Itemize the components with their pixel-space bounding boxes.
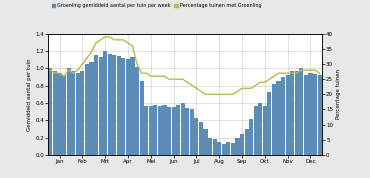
- Bar: [172, 107, 176, 155]
- Bar: [249, 119, 253, 155]
- Bar: [131, 57, 135, 155]
- Bar: [276, 81, 280, 155]
- Bar: [144, 106, 148, 155]
- Bar: [112, 55, 116, 155]
- Bar: [181, 103, 185, 155]
- Bar: [263, 106, 267, 155]
- Bar: [76, 73, 80, 155]
- Bar: [103, 51, 107, 155]
- Bar: [71, 71, 75, 155]
- Bar: [153, 105, 157, 155]
- Bar: [108, 54, 112, 155]
- Y-axis label: Percentage tuinen: Percentage tuinen: [336, 69, 341, 119]
- Bar: [48, 68, 53, 155]
- Bar: [85, 64, 89, 155]
- Bar: [67, 68, 71, 155]
- Bar: [204, 129, 208, 155]
- Bar: [299, 68, 303, 155]
- Bar: [235, 138, 239, 155]
- Bar: [317, 75, 322, 155]
- Bar: [226, 142, 231, 155]
- Bar: [208, 138, 212, 155]
- Bar: [117, 56, 121, 155]
- Bar: [272, 84, 276, 155]
- Bar: [98, 57, 102, 155]
- Bar: [281, 77, 285, 155]
- Bar: [217, 142, 221, 155]
- Bar: [304, 75, 308, 155]
- Bar: [167, 107, 171, 155]
- Bar: [309, 73, 313, 155]
- Bar: [176, 105, 180, 155]
- Bar: [258, 103, 262, 155]
- Bar: [190, 109, 194, 155]
- Bar: [231, 143, 235, 155]
- Legend: Groenling gemiddeld aantal per tuin per week, Percentage tuinen met Groenling: Groenling gemiddeld aantal per tuin per …: [51, 2, 262, 9]
- Bar: [286, 75, 290, 155]
- Bar: [80, 71, 84, 155]
- Y-axis label: Gemiddeld aantal per tuin: Gemiddeld aantal per tuin: [27, 58, 33, 131]
- Bar: [313, 74, 317, 155]
- Bar: [240, 134, 244, 155]
- Bar: [290, 71, 294, 155]
- Bar: [149, 106, 153, 155]
- Bar: [158, 106, 162, 155]
- Bar: [57, 73, 61, 155]
- Bar: [135, 67, 139, 155]
- Bar: [126, 59, 130, 155]
- Bar: [213, 139, 217, 155]
- Bar: [194, 118, 198, 155]
- Bar: [199, 122, 203, 155]
- Bar: [222, 144, 226, 155]
- Bar: [268, 92, 272, 155]
- Bar: [62, 75, 66, 155]
- Bar: [245, 129, 249, 155]
- Bar: [90, 62, 94, 155]
- Bar: [185, 108, 189, 155]
- Bar: [53, 71, 57, 155]
- Bar: [295, 71, 299, 155]
- Bar: [94, 55, 98, 155]
- Bar: [254, 106, 258, 155]
- Bar: [121, 58, 125, 155]
- Bar: [139, 81, 144, 155]
- Bar: [162, 105, 166, 155]
